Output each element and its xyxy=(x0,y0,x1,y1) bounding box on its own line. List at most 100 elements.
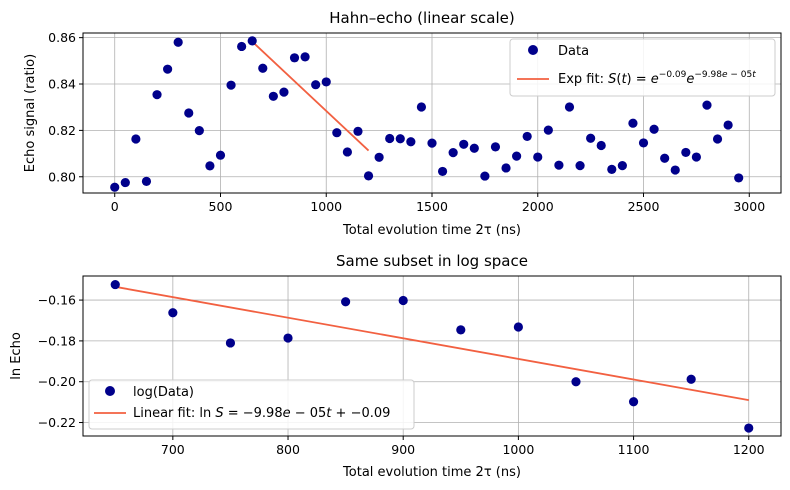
bottom-fit-line-path xyxy=(115,285,749,401)
top-xtick-label: 500 xyxy=(209,199,233,214)
top-xtick-label: 3000 xyxy=(733,199,765,214)
bottom-plot-x-ticks: 700 800 900 1000 1100 1200 xyxy=(161,436,765,457)
top-data-point xyxy=(533,152,543,162)
bottom-legend-box xyxy=(88,379,415,430)
top-data-point xyxy=(215,150,226,160)
top-data-point xyxy=(416,102,427,112)
bottom-data-point xyxy=(283,333,293,343)
top-data-point xyxy=(681,147,691,158)
top-data-point xyxy=(321,77,331,87)
top-data-point xyxy=(734,173,744,183)
bottom-plot-fit-line xyxy=(115,285,749,401)
bottom-plot-xlabel: Total evolution time 2τ (ns) xyxy=(342,465,521,480)
top-data-point xyxy=(638,138,649,148)
top-fit-line-path xyxy=(251,40,370,152)
top-data-point xyxy=(152,90,162,100)
top-ytick-label: 0.82 xyxy=(48,123,76,138)
top-plot-points xyxy=(110,36,744,192)
top-plot: Hahn–echo (linear scale) 0 500 1000 1500 200… xyxy=(23,9,782,238)
top-data-point xyxy=(363,171,374,181)
top-legend-data-marker xyxy=(528,45,538,55)
top-data-point xyxy=(374,152,384,162)
top-data-point xyxy=(258,63,268,73)
top-plot-legend: Data Exp fit: S(t) = e−0.09e−9.98e − 05t xyxy=(509,38,776,97)
bottom-ytick-label: −0.20 xyxy=(38,374,76,389)
top-data-point xyxy=(184,108,194,118)
bottom-data-point xyxy=(571,377,581,387)
top-data-point xyxy=(120,177,130,188)
top-data-point xyxy=(437,166,448,177)
bottom-data-point xyxy=(110,279,120,290)
top-data-point xyxy=(385,133,395,144)
top-data-point xyxy=(575,161,585,171)
bottom-data-point xyxy=(168,308,178,318)
top-xtick-label: 2500 xyxy=(628,199,660,214)
bottom-ytick-label: −0.18 xyxy=(38,333,76,348)
top-data-point xyxy=(406,137,416,147)
bottom-xtick-label: 800 xyxy=(276,442,300,457)
top-data-point xyxy=(691,152,701,162)
bottom-legend-data-label: log(Data) xyxy=(133,385,194,400)
top-data-point xyxy=(670,165,680,175)
top-data-point xyxy=(131,134,141,144)
top-data-point xyxy=(427,138,437,148)
top-ytick-label: 0.84 xyxy=(48,77,76,92)
bottom-ytick-label: −0.16 xyxy=(38,293,76,308)
bottom-xtick-label: 1200 xyxy=(733,442,765,457)
top-plot-xlabel: Total evolution time 2τ (ns) xyxy=(342,223,521,238)
top-legend-box xyxy=(509,38,776,97)
top-plot-y-ticks: 0.80 0.82 0.84 0.86 xyxy=(48,30,83,184)
top-data-point xyxy=(723,120,733,130)
bottom-data-point xyxy=(513,322,523,332)
top-data-point xyxy=(300,52,310,62)
bottom-data-point xyxy=(398,295,408,306)
top-data-point xyxy=(649,124,659,134)
bottom-plot-points xyxy=(110,279,754,433)
top-data-point xyxy=(332,128,342,138)
top-data-point xyxy=(353,126,363,136)
bottom-xtick-label: 1000 xyxy=(502,442,534,457)
top-data-point xyxy=(617,161,627,171)
top-data-point xyxy=(490,142,501,152)
bottom-data-point xyxy=(686,374,696,384)
top-legend-data-label: Data xyxy=(558,44,589,59)
top-plot-x-ticks: 0 500 1000 1500 2000 2500 3000 xyxy=(111,193,765,214)
top-data-point xyxy=(596,140,606,151)
bottom-data-point xyxy=(341,297,351,307)
top-data-point xyxy=(586,133,596,143)
bottom-data-point xyxy=(456,325,466,335)
top-data-point xyxy=(247,36,257,46)
bottom-legend-data-marker xyxy=(105,386,115,396)
top-xtick-label: 2000 xyxy=(522,199,554,214)
top-data-point xyxy=(469,143,479,153)
top-data-point xyxy=(268,91,278,101)
bottom-plot-title: Same subset in log space xyxy=(336,252,528,270)
top-data-point xyxy=(554,160,564,170)
top-data-point xyxy=(342,147,352,157)
top-data-point xyxy=(226,80,236,90)
top-xtick-label: 1000 xyxy=(310,199,342,214)
top-ytick-label: 0.80 xyxy=(48,169,76,184)
top-xtick-label: 1500 xyxy=(416,199,448,214)
top-data-point xyxy=(141,176,152,187)
top-plot-ylabel: Echo signal (ratio) xyxy=(23,54,38,172)
top-data-point xyxy=(501,163,511,173)
top-data-point xyxy=(279,87,289,97)
top-data-point xyxy=(543,125,553,135)
bottom-xtick-label: 1100 xyxy=(618,442,650,457)
bottom-ytick-label: −0.22 xyxy=(38,415,76,430)
bottom-plot-y-ticks: −0.16 −0.18 −0.20 −0.22 xyxy=(38,293,83,430)
top-data-point xyxy=(311,80,321,90)
bottom-data-point xyxy=(744,423,754,433)
bottom-legend-fit-label: Linear fit: ln S = −9.98e − 05t + −0.09 xyxy=(133,406,390,421)
top-data-point xyxy=(480,171,490,181)
top-ytick-label: 0.86 xyxy=(48,30,76,45)
top-plot-fit-line xyxy=(251,40,370,152)
top-data-point xyxy=(660,153,670,163)
bottom-xtick-label: 700 xyxy=(161,442,185,457)
top-data-point xyxy=(110,182,120,192)
bottom-plot-ylabel: ln Echo xyxy=(9,332,24,380)
top-data-point xyxy=(702,100,712,110)
top-data-point xyxy=(522,131,532,142)
